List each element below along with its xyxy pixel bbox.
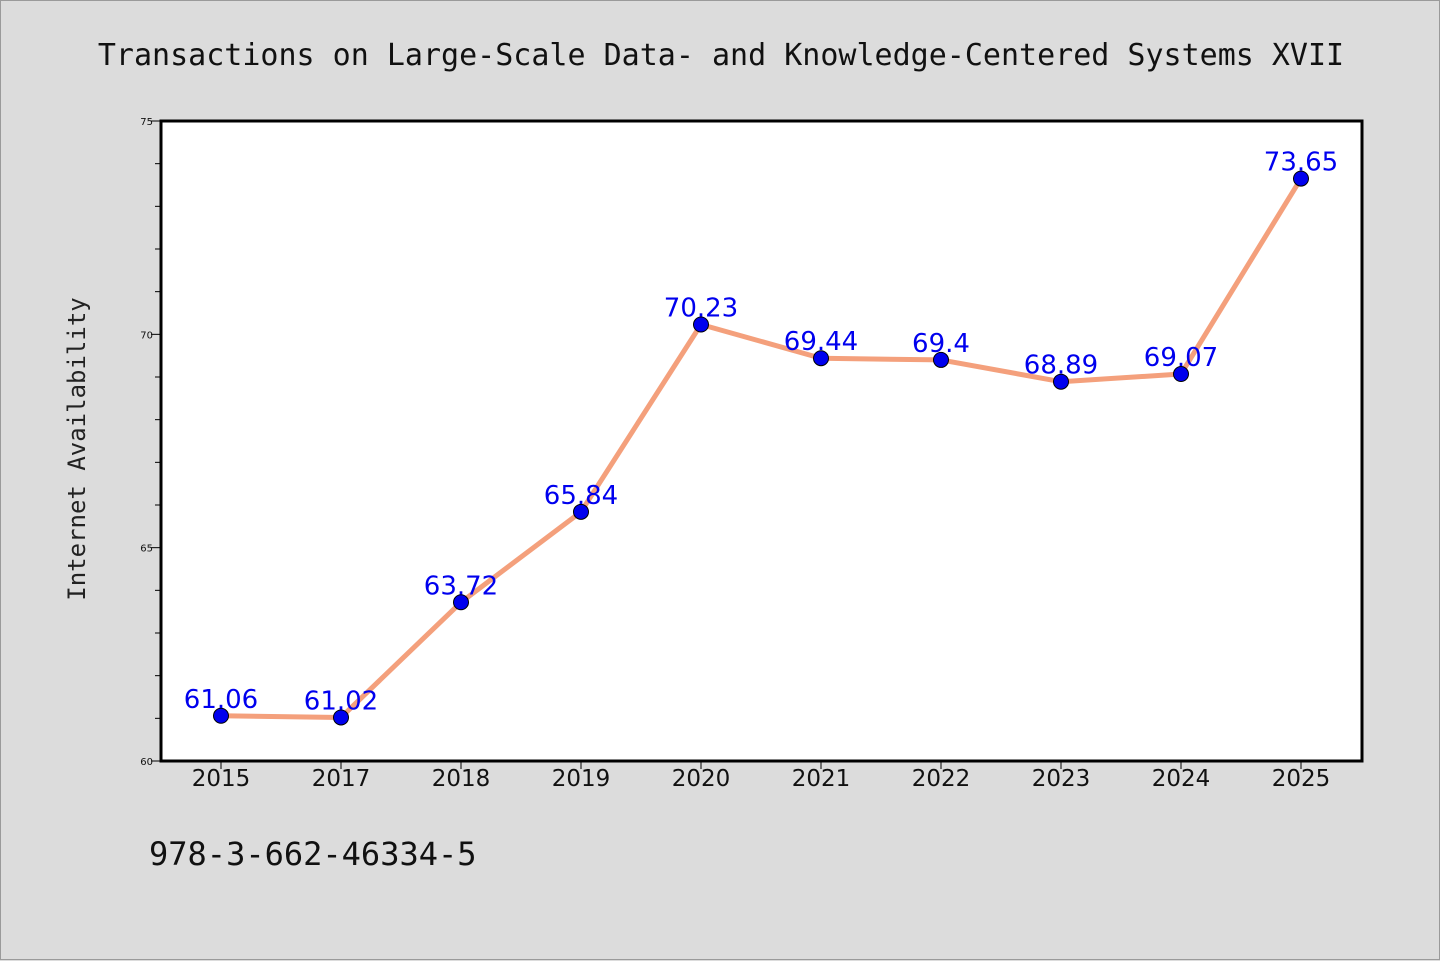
data-label: 68.89 [1024, 351, 1098, 381]
y-tick-label: 65 [140, 544, 153, 555]
y-tick-label: 70 [140, 330, 153, 341]
isbn-footer: 978-3-662-46334-5 [149, 835, 477, 873]
data-label: 61.02 [304, 686, 378, 716]
data-point [573, 503, 589, 520]
data-label: 69.44 [784, 327, 858, 357]
data-label: 70.23 [664, 294, 738, 324]
x-tick-label: 2021 [792, 766, 851, 792]
plot-area [159, 119, 1364, 763]
data-label: 69.4 [912, 329, 970, 359]
data-point [213, 707, 229, 724]
data-markers [213, 170, 1309, 726]
data-label: 73.65 [1264, 148, 1338, 178]
y-tick-label: 75 [140, 117, 153, 128]
data-point [453, 594, 469, 611]
x-tick-label: 2018 [432, 766, 491, 792]
series-line-group [218, 176, 1304, 720]
x-tick-label: 2015 [192, 766, 251, 792]
data-point [333, 709, 349, 726]
data-label: 65.84 [544, 481, 618, 511]
data-label: 63.72 [424, 571, 498, 601]
x-tick-label: 2023 [1032, 766, 1091, 792]
data-label: 69.07 [1144, 343, 1218, 373]
y-tick-label: 60 [140, 757, 153, 768]
x-tick-label: 2020 [672, 766, 731, 792]
x-tick-label: 2025 [1272, 766, 1331, 792]
data-point [813, 350, 829, 367]
x-tick-label: 2024 [1152, 766, 1211, 792]
data-point [1293, 170, 1309, 187]
data-point [1173, 366, 1189, 383]
x-tick-label: 2022 [912, 766, 971, 792]
data-labels: 61.06 61.02 63.72 65.84 70.23 69.44 69.4 68.89 6… [184, 148, 1338, 717]
data-point [1053, 373, 1069, 390]
data-point [693, 316, 709, 333]
x-tick-label: 2017 [312, 766, 371, 792]
y-axis-label: Internet Availability [63, 297, 91, 600]
data-label: 61.06 [184, 685, 258, 715]
series-line [218, 176, 1304, 720]
x-tick-label: 2019 [552, 766, 611, 792]
y-axis-ticks: 60 65 70 75 [140, 117, 161, 768]
x-axis-ticks: 2015 2017 2018 2019 2020 2021 2022 2023 2024 2025 [192, 761, 1331, 792]
chart-title: Transactions on Large-Scale Data- and Kn… [98, 38, 1344, 73]
data-point [933, 351, 949, 368]
